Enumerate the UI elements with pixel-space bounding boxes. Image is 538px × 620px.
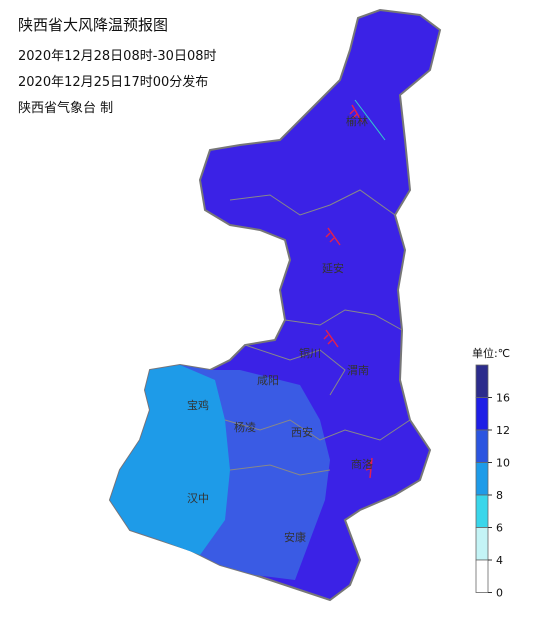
wind-icon bbox=[325, 227, 341, 246]
city-label: 渭南 bbox=[347, 364, 369, 377]
legend-swatch bbox=[475, 527, 489, 561]
city-label: 汉中 bbox=[187, 492, 209, 505]
legend-tick-label: 0 bbox=[496, 587, 503, 600]
legend-title: 单位:℃ bbox=[472, 346, 510, 360]
map-title: 陕西省大风降温预报图 bbox=[18, 16, 168, 34]
city-label: 宝鸡 bbox=[187, 398, 209, 412]
legend-swatch bbox=[475, 462, 489, 496]
province-map bbox=[108, 8, 442, 602]
issue-time: 2020年12月25日17时00分发布 bbox=[18, 74, 208, 90]
wind-icons bbox=[323, 104, 373, 479]
city-label: 安康 bbox=[284, 530, 306, 544]
legend-swatch bbox=[475, 429, 489, 463]
city-label: 商洛 bbox=[351, 457, 373, 471]
region-southwest bbox=[110, 365, 230, 555]
city-label: 榆林 bbox=[346, 114, 368, 128]
forecast-period: 2020年12月28日08时-30日08时 bbox=[18, 49, 217, 64]
legend-tick-label: 16 bbox=[496, 392, 510, 405]
issuer: 陕西省气象台 制 bbox=[18, 100, 113, 116]
wind-icon bbox=[323, 329, 339, 348]
legend-tick-label: 4 bbox=[496, 554, 503, 567]
city-label: 咸阳 bbox=[257, 374, 279, 387]
wind-icon bbox=[349, 104, 363, 123]
legend-tick-label: 6 bbox=[496, 522, 503, 535]
wind-line bbox=[354, 99, 386, 141]
legend: 单位:℃ 16 12 10 8 6 4 0 bbox=[472, 346, 510, 600]
legend-swatch bbox=[475, 364, 489, 398]
legend-swatch bbox=[475, 397, 489, 431]
legend-tick-label: 12 bbox=[496, 424, 510, 437]
wind-icon bbox=[365, 457, 373, 479]
legend-tick-label: 8 bbox=[496, 489, 503, 502]
legend-swatch bbox=[475, 559, 489, 593]
city-label: 杨凌 bbox=[234, 420, 256, 434]
legend-swatch bbox=[475, 494, 489, 528]
legend-tick-label: 10 bbox=[496, 457, 510, 470]
city-label: 铜川 bbox=[299, 346, 321, 360]
city-label: 西安 bbox=[291, 425, 313, 439]
district-borders bbox=[224, 189, 411, 476]
city-label: 延安 bbox=[322, 261, 344, 275]
